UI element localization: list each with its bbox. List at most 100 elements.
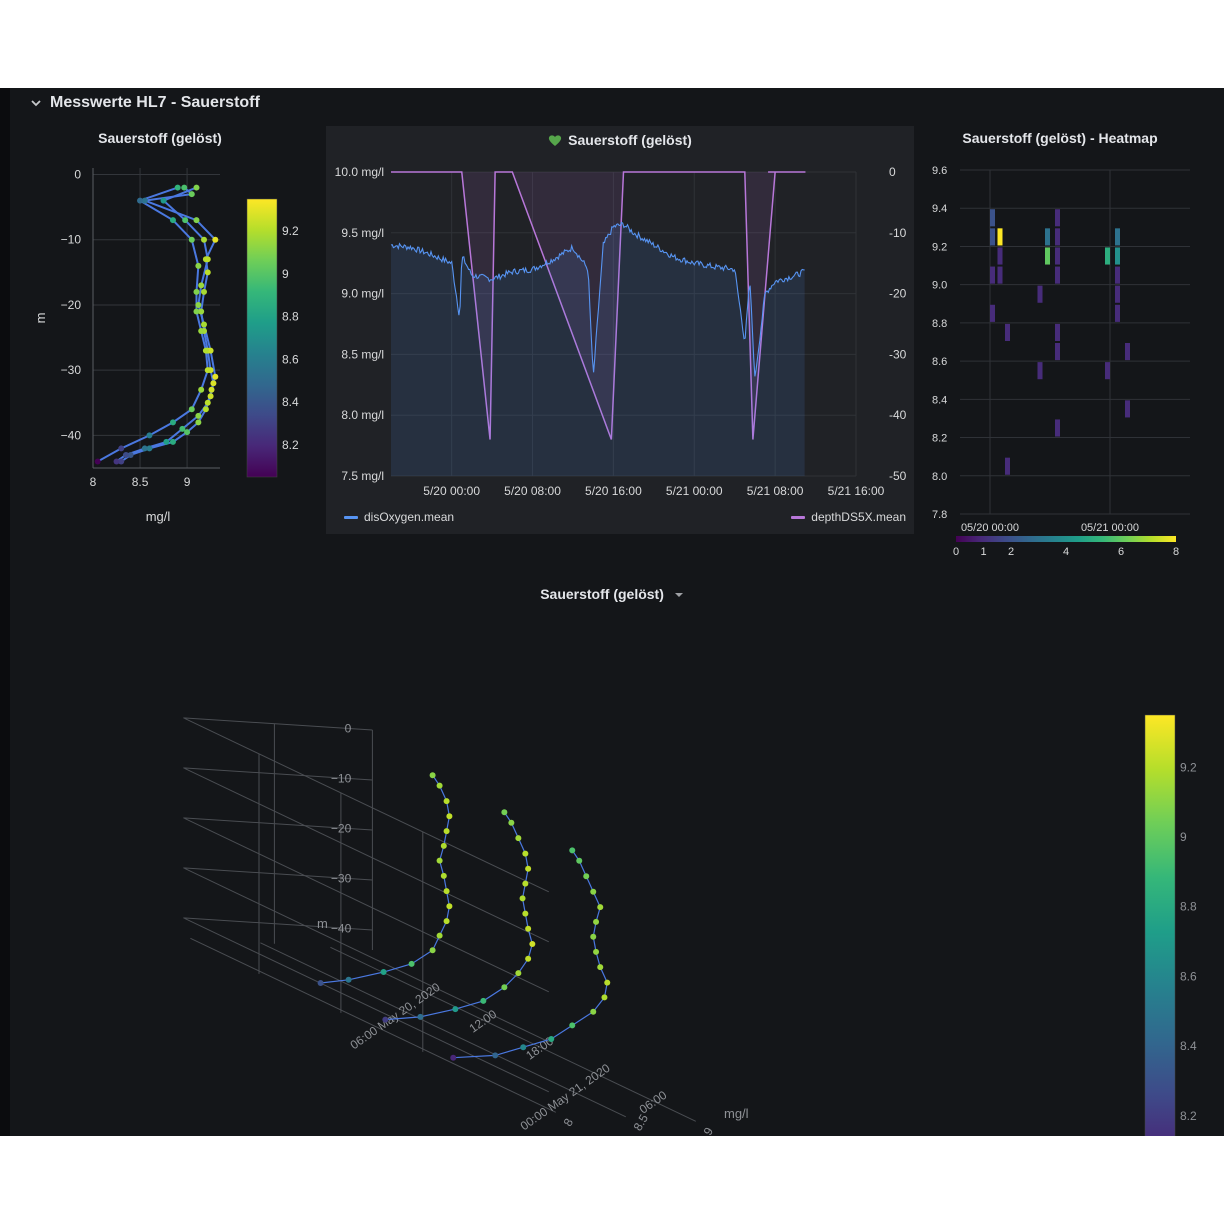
- cast-point: [525, 865, 532, 872]
- timeseries-panel-title[interactable]: Sauerstoff (gelöst): [568, 132, 692, 148]
- profile-point: [174, 184, 181, 191]
- profile-point: [137, 197, 144, 204]
- profile-point: [193, 288, 200, 295]
- profile-point: [181, 184, 188, 191]
- cast-point: [590, 888, 597, 895]
- x-tick-label: 05/21 00:00: [1081, 522, 1139, 534]
- legend-item-disoxygen[interactable]: disOxygen.mean: [344, 510, 454, 524]
- grid-line-floor: [190, 937, 557, 1113]
- y-tick-label: 8.6: [932, 356, 947, 368]
- cast-point: [508, 819, 515, 826]
- cast-point: [429, 772, 436, 779]
- profile-point: [204, 256, 211, 263]
- grid-line-depth: [183, 817, 550, 993]
- cast-point: [345, 976, 352, 983]
- colorbar-tick-label: 8.6: [282, 352, 299, 366]
- left-tick-label: 9.5 mg/l: [341, 226, 384, 240]
- panel3d-title-bar[interactable]: Sauerstoff (gelöst): [0, 586, 1224, 602]
- profile-point: [210, 380, 217, 387]
- cast-point: [436, 782, 443, 789]
- cast-point: [520, 1044, 527, 1051]
- heatmap-cell: [1115, 304, 1120, 322]
- colorbar: [246, 198, 278, 478]
- cast-point: [443, 828, 450, 835]
- cast-point: [501, 984, 508, 991]
- colorbar-tick-label: 8.2: [1180, 1109, 1197, 1123]
- profile-panel-title[interactable]: Sauerstoff (gelöst): [98, 130, 222, 146]
- profile-point: [141, 445, 148, 452]
- profile-point: [195, 412, 202, 419]
- profile-point: [201, 236, 208, 243]
- depth-line: [391, 171, 806, 440]
- profile-point: [212, 236, 219, 243]
- profile-point: [169, 419, 176, 426]
- cast-line: [385, 811, 533, 1021]
- legend-item-depth[interactable]: depthDS5X.mean: [791, 510, 906, 524]
- profile-point: [184, 429, 191, 436]
- profile-point: [169, 438, 176, 445]
- cast-point: [480, 997, 487, 1004]
- profile-point: [169, 217, 176, 224]
- colorbar-tick-label: 8.4: [282, 395, 299, 409]
- row-title: Messwerte HL7 - Sauerstoff: [50, 94, 260, 111]
- heatmap-cell: [1055, 247, 1060, 265]
- cast-point: [417, 1013, 424, 1020]
- heatmap-cell: [1115, 228, 1120, 246]
- cast-point: [522, 850, 529, 857]
- profile-point: [188, 406, 195, 413]
- heatmap-panel-title[interactable]: Sauerstoff (gelöst) - Heatmap: [962, 130, 1158, 146]
- heatmap-cell: [1055, 343, 1060, 361]
- side-strip: [0, 88, 10, 1136]
- profile-point: [193, 217, 200, 224]
- right-tick-label: 0: [889, 165, 896, 179]
- right-tick-label: -20: [889, 287, 907, 301]
- cast-point: [452, 1006, 459, 1013]
- colorbar-tick-label: 8.4: [1180, 1039, 1197, 1053]
- heatmap-cell: [1055, 323, 1060, 341]
- caret-down-icon[interactable]: [674, 591, 684, 599]
- heatmap-cell: [1115, 266, 1120, 284]
- profile-point: [204, 367, 211, 374]
- y-axis-label: m: [33, 313, 48, 324]
- oxygen-area: [391, 222, 805, 476]
- timeseries-panel: Sauerstoff (gelöst) 10.0 mg/l 9.5 mg/l 9.0…: [326, 126, 914, 534]
- x-tick-label: 5/20 16:00: [585, 484, 642, 498]
- profile-point: [160, 197, 167, 204]
- heatmap-chart[interactable]: 9.6 9.4 9.2 9.0 8.8 8.6 8.4 8.2 8.0 7.8 05/20 00:0…: [920, 158, 1210, 568]
- cast-point: [443, 918, 450, 925]
- cast-point: [450, 1054, 457, 1061]
- x-tick-label: 5/21 08:00: [747, 484, 804, 498]
- legend-swatch-purple: [791, 515, 806, 519]
- y-tick-label: 7.8: [932, 509, 947, 521]
- row-header[interactable]: Messwerte HL7 - Sauerstoff: [30, 92, 260, 114]
- profile-point: [113, 458, 120, 465]
- grid-line-depth: [183, 717, 550, 893]
- cast-point: [446, 903, 453, 910]
- colorbar-tick-label: 8.6: [1180, 969, 1197, 983]
- heatmap-cell: [1005, 457, 1010, 475]
- heatmap-cell: [1125, 343, 1130, 361]
- y-tick-label: 8.2: [932, 433, 947, 445]
- cast-point: [522, 880, 529, 887]
- profile-point: [182, 217, 189, 224]
- chevron-down-icon[interactable]: [30, 97, 42, 109]
- cast-point: [501, 809, 508, 816]
- heatmap-cell: [1115, 285, 1120, 303]
- timeseries-chart[interactable]: 10.0 mg/l 9.5 mg/l 9.0 mg/l 8.5 mg/l 8.0 mg/…: [326, 156, 914, 506]
- cast-point: [593, 918, 600, 925]
- heatmap-cell: [997, 228, 1003, 246]
- cast-point: [601, 994, 608, 1001]
- cast-point: [443, 798, 450, 805]
- profile-point: [212, 373, 219, 380]
- z-tick-label: −20: [331, 822, 352, 836]
- profile-point: [198, 328, 205, 335]
- heatmap-cell: [1045, 228, 1050, 246]
- cast-point: [317, 980, 324, 986]
- colorbar-tick-label: 0: [953, 546, 959, 558]
- panel3d-title[interactable]: Sauerstoff (gelöst): [540, 586, 664, 602]
- cast-point: [604, 979, 611, 986]
- cast-point: [569, 847, 576, 854]
- profile-chart[interactable]: 0 −10 −20 −30 −40 8 8.5 9 mg/l m 9.2 9 8.8 8.6 8.4 8.2: [20, 148, 320, 538]
- profile-point: [195, 419, 202, 426]
